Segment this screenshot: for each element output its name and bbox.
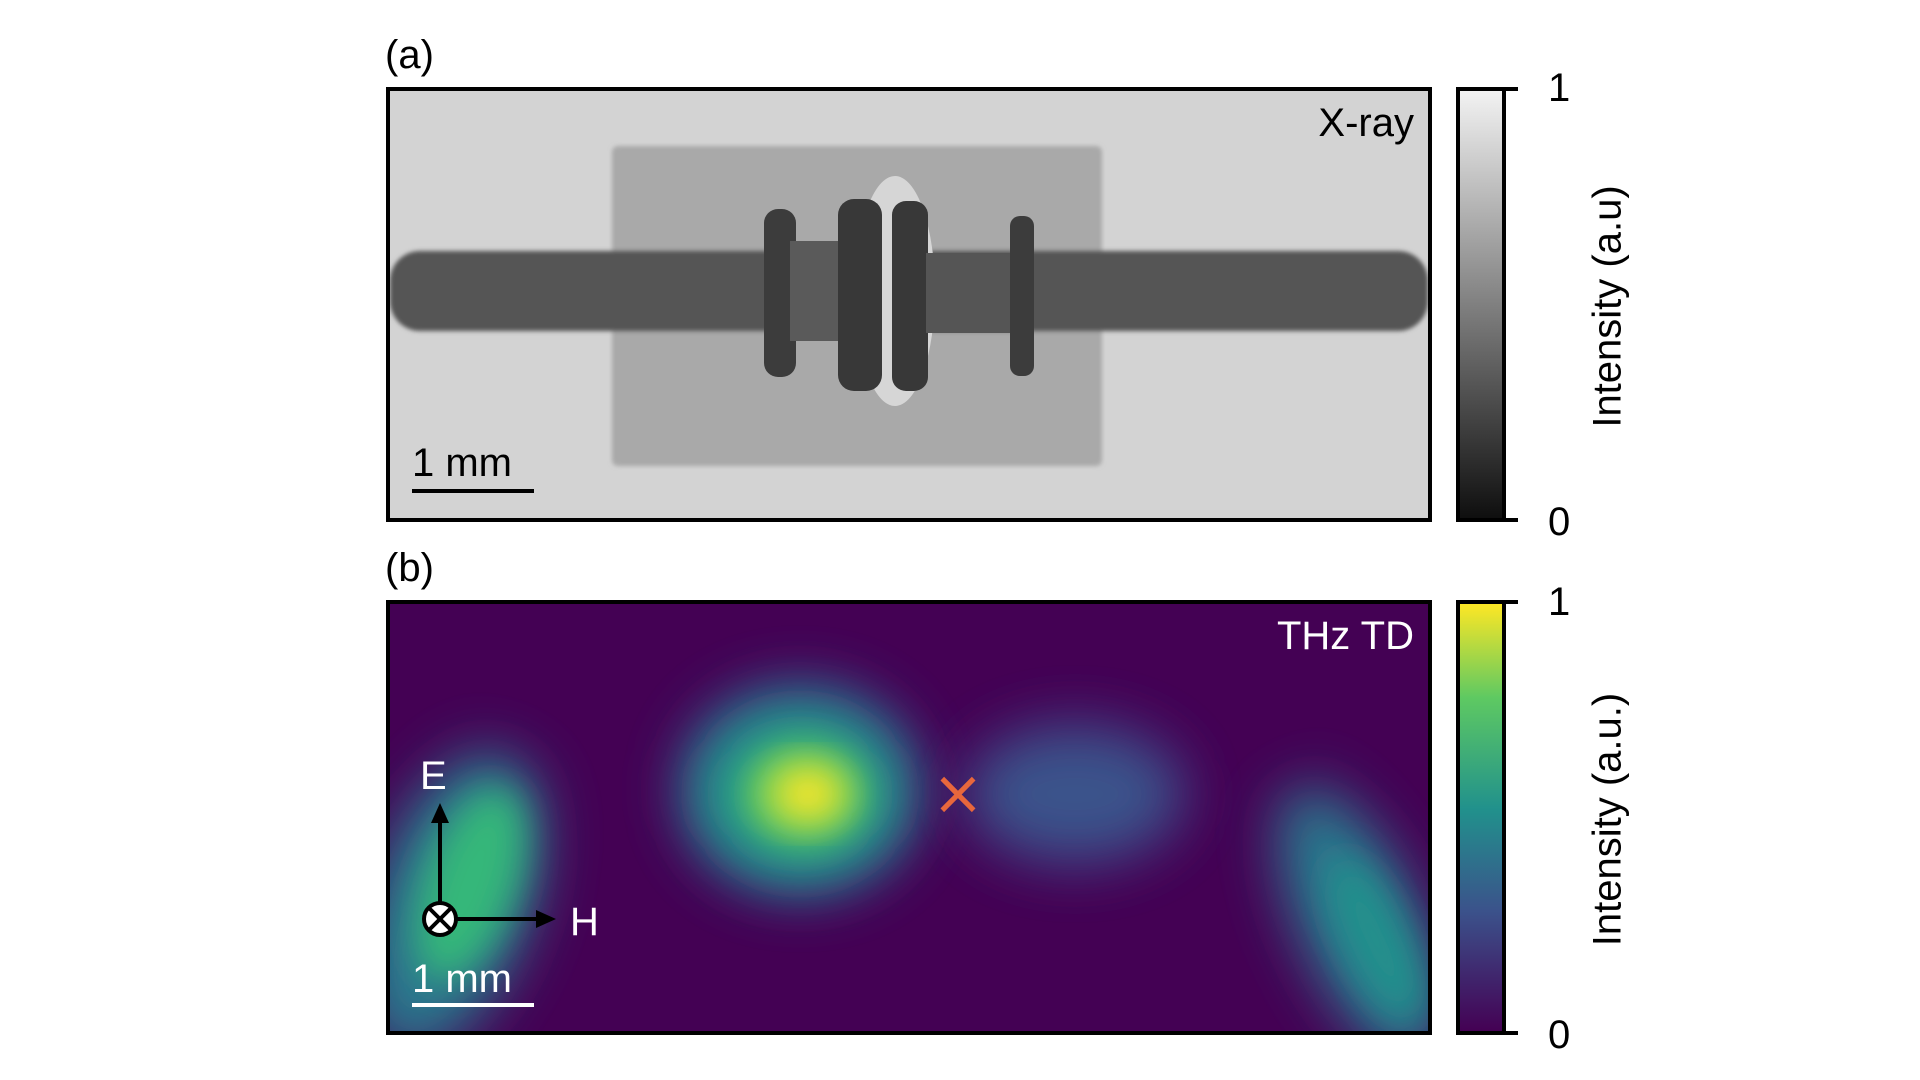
- cross-marker: ×: [932, 756, 984, 829]
- xray-picture: [390, 91, 1428, 518]
- thz-scalebar-label: 1 mm: [412, 957, 512, 1001]
- thz-colorbar-tick-bottom: [1506, 1031, 1518, 1035]
- e-field-label: E: [420, 754, 447, 798]
- xray-title: X-ray: [1318, 101, 1414, 145]
- xray-scalebar: [412, 489, 534, 493]
- h-field-label: H: [570, 900, 599, 944]
- thz-image: THz TD × E H 1 mm: [386, 600, 1432, 1035]
- xray-image: X-ray 1 mm: [386, 87, 1432, 522]
- thz-colorbar-max: 1: [1548, 580, 1571, 624]
- thz-colorbar: [1456, 600, 1518, 1035]
- thz-colorbar-tick-top: [1506, 600, 1518, 604]
- thz-colorbar-min: 0: [1548, 1013, 1571, 1057]
- xray-colorbar-title: Intensity (a.u): [1585, 185, 1630, 428]
- panel-b-label: (b): [385, 546, 434, 590]
- thz-scalebar: [412, 1003, 534, 1007]
- xray-colorbar-max: 1: [1548, 66, 1571, 110]
- xray-colorbar-tick-bottom: [1506, 518, 1518, 522]
- panel-a-label: (a): [385, 33, 434, 77]
- xray-colorbar-min: 0: [1548, 500, 1571, 544]
- thz-colorbar-title: Intensity (a.u.): [1585, 692, 1630, 947]
- thz-title: THz TD: [1276, 614, 1414, 658]
- xray-scalebar-label: 1 mm: [412, 441, 512, 485]
- thz-heatmap: [390, 604, 1428, 1031]
- field-axes-icon: [422, 803, 556, 937]
- xray-colorbar: [1456, 87, 1518, 522]
- xray-colorbar-tick-top: [1506, 87, 1518, 91]
